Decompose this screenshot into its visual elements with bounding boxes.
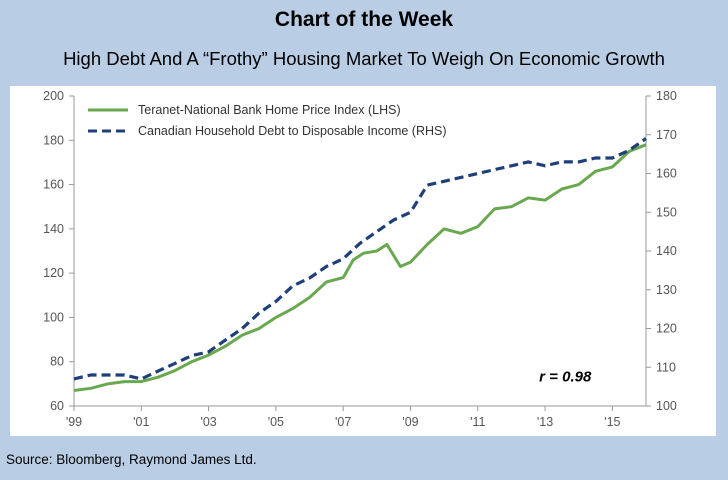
line-chart: 60 80 100 120 140 160 180 200 100 110 120 130 140 150…: [43, 89, 677, 429]
series-line-1: [73, 143, 647, 392]
right-tick-label: 150: [656, 205, 677, 219]
correlation-annotation: r = 0.98: [539, 369, 592, 386]
chart-title: Chart of the Week: [274, 8, 454, 31]
right-tick-label: 170: [656, 128, 677, 142]
right-tick-label: 180: [656, 89, 677, 103]
source-note: Source: Bloomberg, Raymond James Ltd.: [6, 452, 257, 467]
left-tick-label: 140: [43, 222, 64, 236]
legend-label-1: Teranet-National Bank Home Price Index (…: [138, 103, 401, 117]
x-tick-label: '03: [200, 415, 216, 429]
right-tick-label: 160: [656, 167, 677, 181]
chart-panel: 60 80 100 120 140 160 180 200 100 110 120 130 140 150…: [10, 86, 716, 436]
x-tick-label: '09: [402, 415, 418, 429]
x-tick-label: '01: [133, 415, 149, 429]
x-tick-label: '07: [335, 415, 351, 429]
left-tick-label: 100: [43, 310, 64, 324]
x-tick-label: '99: [66, 415, 82, 429]
right-tick-label: 130: [656, 283, 677, 297]
left-tick-label: 200: [43, 89, 64, 103]
right-tick-label: 100: [656, 399, 677, 413]
right-tick-label: 120: [656, 322, 677, 336]
x-tick-label: '13: [537, 415, 553, 429]
left-tick-label: 120: [43, 266, 64, 280]
left-tick-label: 80: [50, 355, 64, 369]
x-tick-label: '11: [470, 415, 485, 429]
series-line-2: [73, 137, 647, 381]
x-tick-label: '15: [604, 415, 620, 429]
left-tick-label: 60: [50, 399, 64, 413]
legend-label-2: Canadian Household Debt to Disposable In…: [138, 124, 447, 138]
chart-subtitle: High Debt And A “Frothy” Housing Market …: [63, 48, 665, 69]
left-tick-label: 180: [43, 133, 64, 147]
right-tick-label: 140: [656, 244, 677, 258]
x-tick-label: '05: [268, 415, 284, 429]
right-tick-label: 110: [656, 360, 676, 374]
left-tick-label: 160: [43, 178, 64, 192]
